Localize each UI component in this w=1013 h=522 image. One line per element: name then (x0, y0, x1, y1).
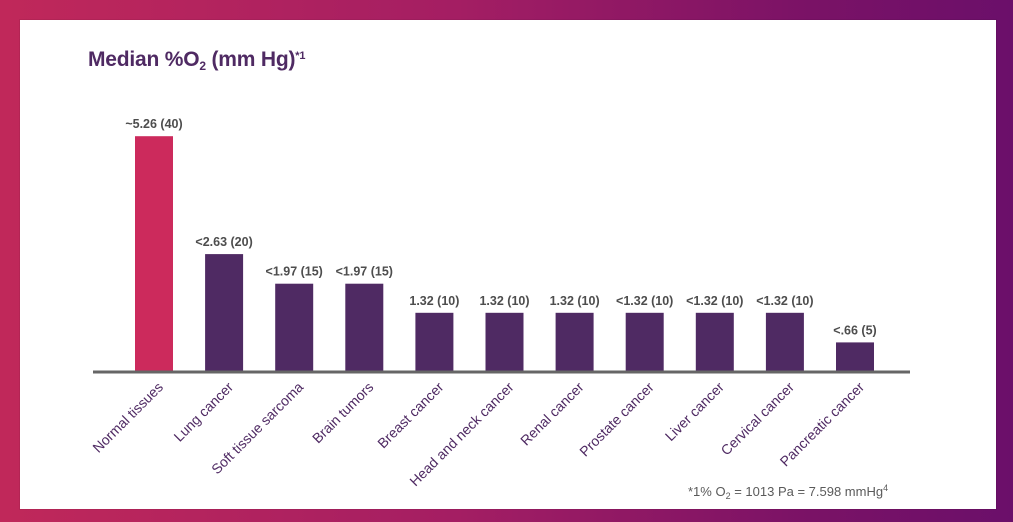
bar-chart: ~5.26 (40) Normal tissues <2.63 (20) Lung c… (89, 117, 910, 489)
category-label-brain-tumors: Brain tumors (309, 379, 376, 446)
bar-breast-cancer (415, 312, 454, 372)
category-label-breast-cancer: Breast cancer (374, 379, 447, 452)
bar-pancreatic-cancer (836, 342, 874, 372)
value-label-normal-tissues: ~5.26 (40) (125, 117, 182, 131)
footnote-superscript: 4 (883, 483, 889, 493)
value-label-cervical-cancer: <1.32 (10) (756, 294, 813, 308)
category-label-normal-tissues: Normal tissues (89, 379, 166, 456)
value-label-breast-cancer: 1.32 (10) (409, 294, 459, 308)
chart-card: Median %O2 (mm Hg)*1 ~5.26 (40) Normal ti… (20, 20, 996, 509)
value-label-head-and-neck-cancer: 1.32 (10) (479, 294, 529, 308)
value-label-soft-tissue-sarcoma: <1.97 (15) (266, 265, 323, 279)
category-label-lung-cancer: Lung cancer (170, 379, 236, 445)
footnote: *1% O2 = 1013 Pa = 7.598 mmHg4 (688, 483, 888, 501)
title-superscript: *1 (295, 50, 306, 62)
category-label-cervical-cancer: Cervical cancer (717, 379, 797, 459)
bar-liver-cancer (695, 312, 734, 372)
bar-normal-tissues (135, 136, 173, 372)
value-label-renal-cancer: 1.32 (10) (550, 294, 600, 308)
category-label-renal-cancer: Renal cancer (517, 379, 587, 449)
title-suffix: (mm Hg) (205, 48, 296, 71)
title-subscript: 2 (199, 59, 206, 73)
category-label-prostate-cancer: Prostate cancer (576, 379, 657, 460)
bar-lung-cancer (205, 254, 244, 372)
bar-brain-tumors (345, 283, 384, 372)
bar-prostate-cancer (625, 312, 664, 372)
bar-cervical-cancer (765, 312, 804, 372)
bar-head-and-neck-cancer (485, 312, 524, 372)
category-label-liver-cancer: Liver cancer (662, 379, 727, 444)
chart-title: Median %O2 (mm Hg)*1 (88, 48, 305, 73)
value-label-pancreatic-cancer: <.66 (5) (833, 323, 876, 337)
title-prefix: Median %O (88, 48, 200, 71)
value-label-lung-cancer: <2.63 (20) (195, 235, 252, 249)
footnote-prefix: *1% O (688, 484, 726, 499)
value-label-liver-cancer: <1.32 (10) (686, 294, 743, 308)
value-label-brain-tumors: <1.97 (15) (336, 265, 393, 279)
bar-renal-cancer (555, 312, 594, 372)
value-label-prostate-cancer: <1.32 (10) (616, 294, 673, 308)
footnote-suffix: = 1013 Pa = 7.598 mmHg (730, 484, 884, 499)
bar-soft-tissue-sarcoma (275, 283, 314, 372)
footnote-subscript: 2 (725, 491, 731, 501)
